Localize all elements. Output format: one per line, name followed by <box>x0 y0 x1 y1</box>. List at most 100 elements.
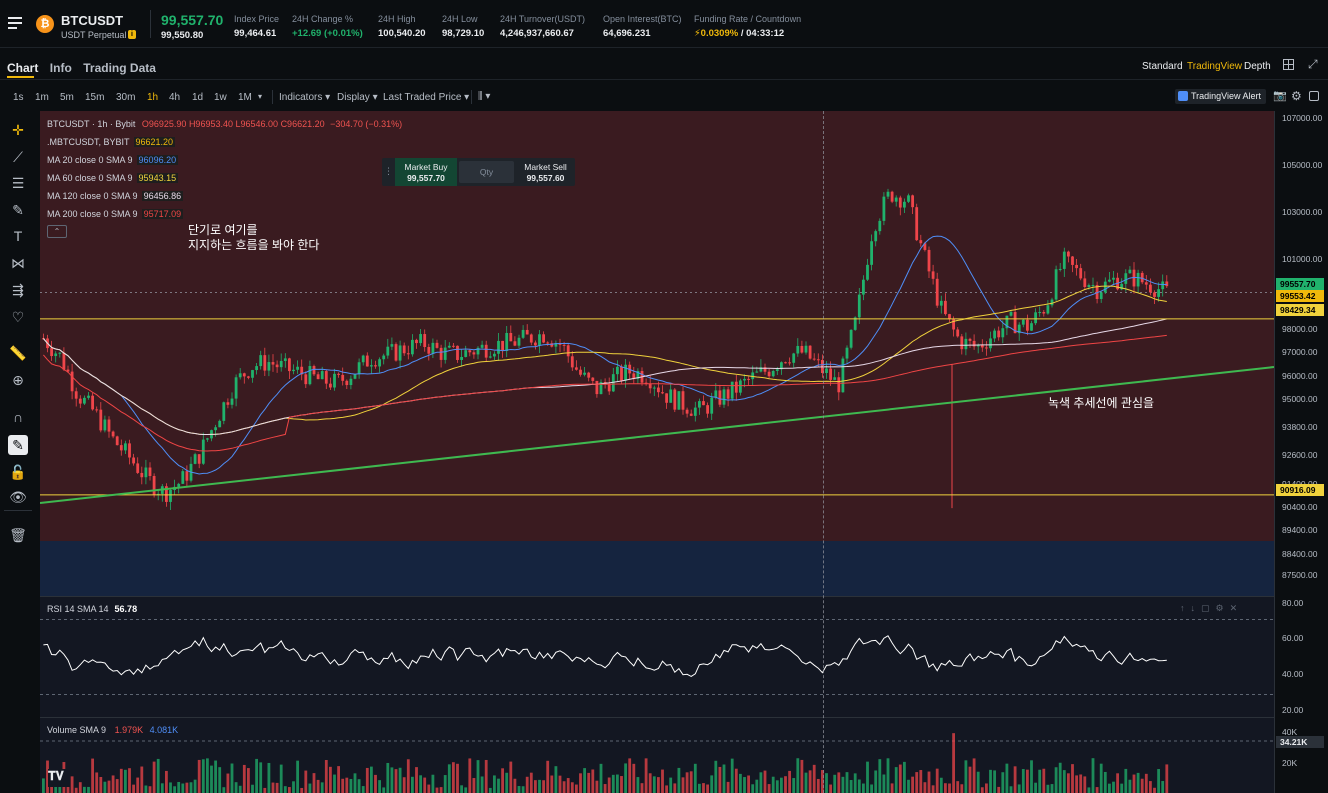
price-tick: 88400.00 <box>1282 548 1318 559</box>
funding-rate: 0.0309% <box>700 28 739 39</box>
price-axis[interactable] <box>1274 111 1328 793</box>
candle-body <box>427 347 431 354</box>
view-depth[interactable]: Depth <box>1244 61 1271 72</box>
qty-input[interactable]: Qty <box>459 161 514 183</box>
expand-icon[interactable]: ⤢ <box>1308 57 1318 71</box>
tab-chart[interactable]: Chart <box>7 61 39 75</box>
interval-1h[interactable]: 1h <box>147 92 159 103</box>
volume-bar <box>259 762 263 793</box>
layout-grid-icon[interactable] <box>1283 59 1294 70</box>
eye-icon[interactable]: 👁 <box>9 489 27 505</box>
candle-body <box>386 346 390 356</box>
settings-icon[interactable]: ⚙ <box>1291 89 1302 103</box>
prediction-icon[interactable]: ⇶ <box>12 282 24 298</box>
volume-bar <box>374 774 377 793</box>
volume-bar <box>357 779 361 793</box>
interval-1d[interactable]: 1d <box>192 92 204 103</box>
candle-body <box>903 201 906 208</box>
panel-controls-icon[interactable]: ↑↓▢⚙✕ <box>1180 603 1244 613</box>
candle-body <box>357 362 361 375</box>
volume-bar <box>447 764 451 793</box>
interval-1w[interactable]: 1w <box>214 92 227 103</box>
candle-body <box>538 334 541 346</box>
magnet-icon[interactable]: ∩ <box>12 409 24 425</box>
interval-1M[interactable]: 1M <box>238 92 252 103</box>
menu-icon[interactable] <box>8 17 22 29</box>
interval-dropdown-icon[interactable]: ▾ <box>258 92 263 101</box>
volume-bar <box>611 774 615 793</box>
trend-line-icon[interactable]: ⟋ <box>13 149 23 165</box>
candle-body <box>247 376 250 378</box>
view-tradingview[interactable]: TradingView <box>1187 61 1243 72</box>
fib-icon[interactable]: ☰ <box>11 175 25 191</box>
collapse-legend-icon[interactable]: ⌃ <box>47 225 67 238</box>
price-tick: 97000.00 <box>1282 347 1318 358</box>
interval-5m[interactable]: 5m <box>60 92 74 103</box>
ma120-line <box>43 318 1167 435</box>
volume-bar <box>939 777 943 793</box>
market-buy-button[interactable]: Market Buy 99,557.70 <box>395 158 457 186</box>
interval-1s[interactable]: 1s <box>13 92 24 103</box>
volume-bar <box>595 780 599 793</box>
volume-bar <box>763 770 767 793</box>
volume-canvas[interactable] <box>40 718 1274 793</box>
drag-handle-icon[interactable]: ⋮⋮ <box>384 166 402 176</box>
volume-bar <box>201 759 205 793</box>
candle-body <box>808 345 812 359</box>
candle-body <box>406 353 410 355</box>
zoom-icon[interactable]: ⊕ <box>12 372 24 388</box>
candle-body <box>1095 284 1099 299</box>
trash-icon[interactable]: 🗑 <box>9 527 27 543</box>
candle-body <box>751 372 755 380</box>
lock-icon[interactable]: 🔓 <box>9 464 27 480</box>
price-chart[interactable] <box>40 111 1274 596</box>
volume-bar <box>329 766 332 793</box>
volume-bar <box>316 779 320 793</box>
pattern-icon[interactable]: ⋈ <box>11 255 25 271</box>
candle-body <box>862 279 865 295</box>
crosshair-icon[interactable]: ✛ <box>12 122 24 138</box>
fullscreen-icon[interactable] <box>1309 91 1319 101</box>
market-sell-button[interactable]: Market Sell 99,557.60 <box>524 162 567 183</box>
price-source-select[interactable]: Last Traded Price ▾ <box>383 92 470 103</box>
tab-info[interactable]: Info <box>49 61 72 75</box>
view-standard[interactable]: Standard <box>1142 61 1183 72</box>
indicators-button[interactable]: Indicators ▾ <box>279 92 331 103</box>
rsi-canvas[interactable] <box>40 597 1274 717</box>
candle-body <box>775 369 779 371</box>
divider <box>4 510 32 511</box>
interval-1m[interactable]: 1m <box>35 92 49 103</box>
info-icon[interactable]: i <box>128 30 136 39</box>
ruler-icon[interactable]: 📏 <box>9 345 27 361</box>
candle-body <box>1108 279 1111 282</box>
tab-trading-data[interactable]: Trading Data <box>83 61 156 75</box>
volume-bar <box>862 783 865 793</box>
candle-body <box>853 317 857 330</box>
display-button[interactable]: Display ▾ <box>337 92 378 103</box>
candle-body <box>1042 312 1046 314</box>
text-icon[interactable]: T <box>13 228 23 244</box>
candle-body <box>374 365 377 367</box>
volume-bar <box>603 784 607 793</box>
lock-drawing-icon[interactable]: ✎ <box>8 435 28 455</box>
brush-icon[interactable]: ✎ <box>12 202 24 218</box>
candle-type-icon[interactable]: ⫼ ▾ <box>478 91 491 102</box>
interval-15m[interactable]: 15m <box>85 92 105 103</box>
annotation-trendline[interactable]: 녹색 추세선에 관심을 <box>1048 396 1155 410</box>
candle-body <box>124 443 127 451</box>
candle-body <box>259 355 263 367</box>
tradingview-alert-button[interactable]: TradingView Alert <box>1175 89 1266 104</box>
interval-4h[interactable]: 4h <box>169 92 181 103</box>
camera-icon[interactable]: 📷 <box>1273 90 1287 102</box>
price-chart-canvas[interactable] <box>40 111 1274 596</box>
volume-bar <box>160 783 164 793</box>
symbol-name[interactable]: BTCUSDT <box>61 13 124 28</box>
annotation-support[interactable]: 단기로 여기를 지지하는 흐름을 봐야 한다 <box>188 223 320 252</box>
interval-30m[interactable]: 30m <box>116 92 136 103</box>
volume-bar <box>431 774 435 793</box>
volume-bar <box>751 784 755 793</box>
volume-bar <box>456 763 459 793</box>
volume-bar <box>234 782 238 793</box>
volume-bar <box>251 784 254 793</box>
favorites-icon[interactable]: ♡ <box>11 309 25 325</box>
